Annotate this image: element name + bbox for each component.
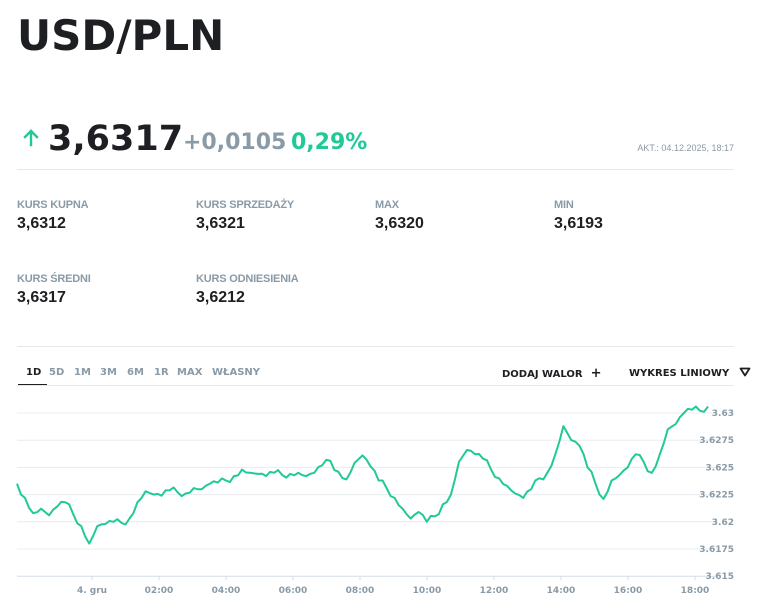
y-axis-label: 3.6175 [699,545,734,555]
stat-label: MIN [554,199,574,211]
stat-label: KURS ŚREDNI [17,273,91,285]
x-axis-label: 4. gru [77,586,107,596]
stat-label: KURS SPRZEDAŻY [196,199,295,211]
last-updated-timestamp: AKT.: 04.12.2025, 18:17 [637,143,734,153]
stat-value: 3,6312 [17,215,66,232]
stat-label: MAX [375,199,399,211]
stat-value: 3,6317 [17,289,66,306]
tab-5d[interactable]: 5D [49,367,65,378]
stat-value: 3,6321 [196,215,245,232]
price-line [16,405,709,545]
triangle-down-icon [739,367,751,377]
chart-type-dropdown[interactable]: WYKRES LINIOWY [629,367,751,381]
stat-max: MAX 3,6320 [375,198,545,234]
add-asset-button[interactable]: DODAJ WALOR + [502,367,602,382]
tab-1m[interactable]: 1M [74,367,91,378]
tab-1d[interactable]: 1D [17,365,48,386]
add-asset-label: DODAJ WALOR [502,369,583,380]
stat-value: 3,6320 [375,215,424,232]
plus-icon: + [590,366,602,381]
x-axis-label: 06:00 [279,586,308,596]
line-chart[interactable]: 3.615 3.6175 3.62 3.6225 3.625 3.6275 3.63 4. g… [0,390,767,604]
price-change-percent: 0,29% [291,130,368,155]
quote-summary: 3,6317 +0,0105 0,29% AKT.: 04.12.2025, 1… [17,118,735,168]
stat-min: MIN 3,6193 [554,198,724,234]
x-axis-label: 16:00 [614,586,643,596]
stat-label: KURS KUPNA [17,199,89,211]
x-axis-label: 04:00 [212,586,241,596]
y-axis-label: 3.63 [712,409,734,419]
tab-6m[interactable]: 6M [127,367,144,378]
tabs-divider [17,385,734,386]
y-axis-label: 3.615 [706,572,734,582]
y-axis-label: 3.6275 [699,436,734,446]
stat-average: KURS ŚREDNI 3,6317 [17,272,187,308]
x-axis-label: 12:00 [480,586,509,596]
price-change-absolute: +0,0105 [183,130,287,155]
x-axis-label: 14:00 [547,586,576,596]
page-title: USD/PLN [17,11,225,60]
y-axis-label: 3.625 [706,463,734,473]
tab-3m[interactable]: 3M [100,367,117,378]
x-axis-label: 02:00 [145,586,174,596]
stat-value: 3,6193 [554,215,603,232]
tab-custom[interactable]: WŁASNY [212,367,261,378]
x-axis-label: 10:00 [413,586,442,596]
stat-reference: KURS ODNIESIENIA 3,6212 [196,272,366,308]
x-axis-label: 08:00 [346,586,375,596]
price-chart[interactable]: 3.615 3.6175 3.62 3.6225 3.625 3.6275 3.63 4. g… [0,390,767,604]
stat-value: 3,6212 [196,289,245,306]
stat-bid: KURS KUPNA 3,6312 [17,198,187,234]
y-axis-label: 3.62 [712,518,734,528]
y-axis-label: 3.6225 [699,491,734,501]
stat-ask: KURS SPRZEDAŻY 3,6321 [196,198,366,234]
tab-1r[interactable]: 1R [154,367,169,378]
divider [17,169,734,170]
chart-type-label: WYKRES LINIOWY [629,368,730,379]
tab-max[interactable]: MAX [177,367,203,378]
divider [17,346,734,347]
stat-label: KURS ODNIESIENIA [196,273,299,285]
arrow-up-icon [23,129,39,147]
current-price: 3,6317 [48,119,184,159]
x-axis-label: 18:00 [681,586,710,596]
